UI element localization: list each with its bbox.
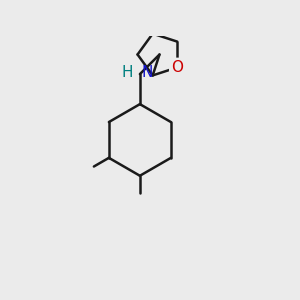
Text: H: H bbox=[122, 65, 134, 80]
Text: N: N bbox=[141, 65, 152, 80]
Text: O: O bbox=[171, 60, 183, 75]
